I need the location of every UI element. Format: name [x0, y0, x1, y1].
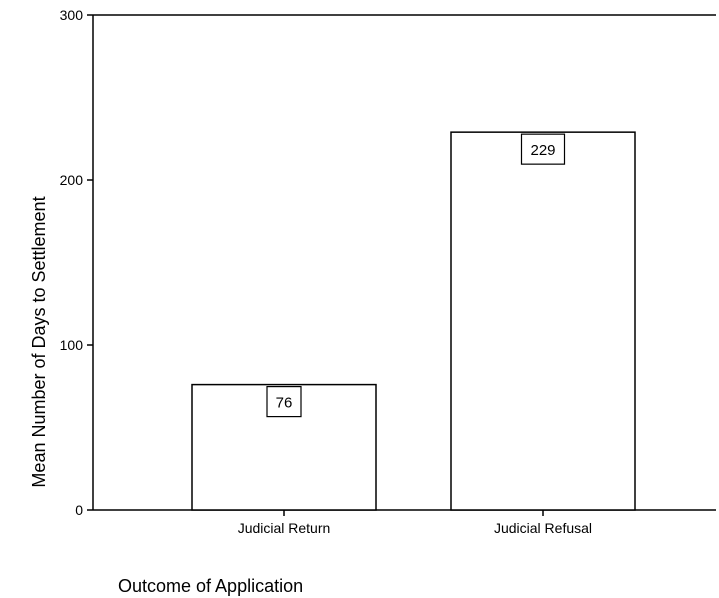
data-label-1: 229: [530, 142, 555, 159]
y-tick-label-100: 100: [60, 337, 84, 353]
y-tick-label-0: 0: [75, 502, 83, 518]
y-axis-title: Mean Number of Days to Settlement: [29, 196, 49, 487]
data-label-box-0: [266, 386, 302, 418]
x-axis-title: Outcome of Application: [118, 576, 303, 596]
y-tick-label-200: 200: [60, 172, 84, 188]
y-tick-label-300: 300: [60, 7, 84, 23]
data-label-box-1: [520, 133, 566, 165]
bars: [191, 131, 636, 511]
bar-1: [450, 131, 636, 511]
x-tick-label-0: Judicial Return: [238, 520, 331, 536]
x-tick-label-1: Judicial Refusal: [494, 520, 592, 536]
axis-ticks: 0 100 200 300 Judicial Return Judicial Refusa…: [60, 7, 592, 536]
data-labels: 76 229: [266, 133, 566, 418]
data-label-0: 76: [276, 395, 293, 412]
